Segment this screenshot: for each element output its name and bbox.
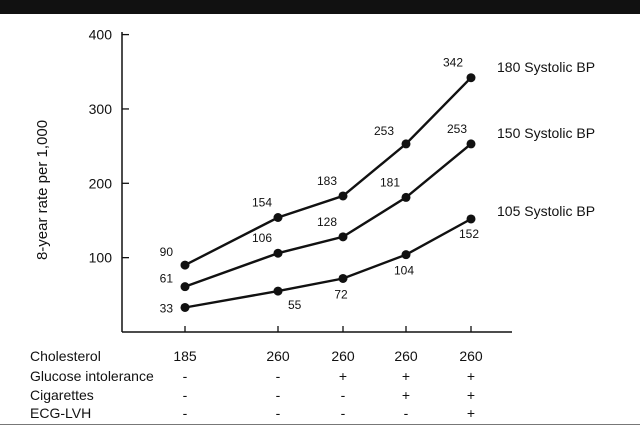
data-label: 253 [447, 122, 467, 136]
series-line [184, 76, 472, 267]
data-point [401, 192, 411, 202]
factor-label: Glucose intolerance [30, 368, 154, 384]
factor-label: Cholesterol [30, 348, 101, 364]
data-point [338, 232, 348, 242]
factor-row: Cholesterol 185 260 260 260 260 [0, 348, 640, 364]
data-label: 61 [160, 272, 174, 286]
factor-value: + [466, 405, 476, 421]
data-point [180, 282, 190, 292]
data-label: 181 [380, 175, 400, 189]
data-point [180, 302, 190, 312]
data-label: 106 [252, 231, 272, 245]
bottom-rule [0, 424, 640, 425]
y-tick-label: 200 [89, 175, 113, 191]
factor-value: + [401, 368, 411, 384]
factor-row: ECG-LVH - - - - + [0, 405, 640, 421]
y-tick-label: 300 [89, 101, 113, 117]
factor-value: - [275, 405, 281, 421]
data-point [401, 139, 411, 149]
series-line [184, 217, 472, 309]
data-label: 128 [317, 215, 337, 229]
factor-value: - [275, 387, 281, 403]
y-tick-label: 100 [89, 250, 113, 266]
data-label: 342 [443, 56, 463, 70]
factor-value: + [401, 387, 411, 403]
data-point [466, 139, 476, 149]
data-label: 90 [160, 245, 174, 259]
data-point [273, 213, 283, 223]
factor-value: 260 [331, 348, 355, 364]
factor-row: Glucose intolerance - - + + + [0, 368, 640, 384]
data-label: 154 [252, 196, 272, 210]
factor-value: - [403, 405, 409, 421]
data-label: 55 [288, 298, 302, 312]
series-name-label: 105 Systolic BP [497, 203, 595, 219]
line-chart: 100 200 300 400 8-year rate per 1,000 90 154 18… [34, 27, 595, 333]
series-name-label: 150 Systolic BP [497, 125, 595, 141]
factor-value: + [338, 368, 348, 384]
factor-value: - [182, 368, 188, 384]
factor-row: Cigarettes - - - + + [0, 387, 640, 403]
data-point [180, 260, 190, 270]
top-border-band [0, 0, 640, 14]
factor-value: - [340, 387, 346, 403]
data-point [273, 286, 283, 296]
data-label: 253 [374, 124, 394, 138]
data-label: 152 [459, 227, 479, 241]
data-point [273, 248, 283, 258]
factor-value: - [182, 405, 188, 421]
factor-value: 260 [459, 348, 483, 364]
factor-value: - [182, 387, 188, 403]
series-name-label: 180 Systolic BP [497, 59, 595, 75]
data-label: 33 [160, 301, 174, 315]
factor-value: - [275, 368, 281, 384]
y-axis-title: 8-year rate per 1,000 [34, 120, 51, 260]
data-point [338, 191, 348, 201]
factor-value: 185 [173, 348, 197, 364]
data-point [338, 273, 348, 283]
data-label: 183 [317, 174, 337, 188]
y-tick-label: 400 [89, 27, 113, 43]
factor-value: + [466, 387, 476, 403]
factor-value: 260 [394, 348, 418, 364]
data-label: 104 [394, 264, 414, 278]
factor-value: + [466, 368, 476, 384]
data-label: 72 [334, 287, 348, 301]
data-point [401, 250, 411, 260]
factor-value: 260 [266, 348, 290, 364]
data-point [466, 73, 476, 83]
factor-label: ECG-LVH [30, 405, 92, 421]
factor-label: Cigarettes [30, 387, 94, 403]
factor-value: - [340, 405, 346, 421]
data-point [466, 214, 476, 224]
